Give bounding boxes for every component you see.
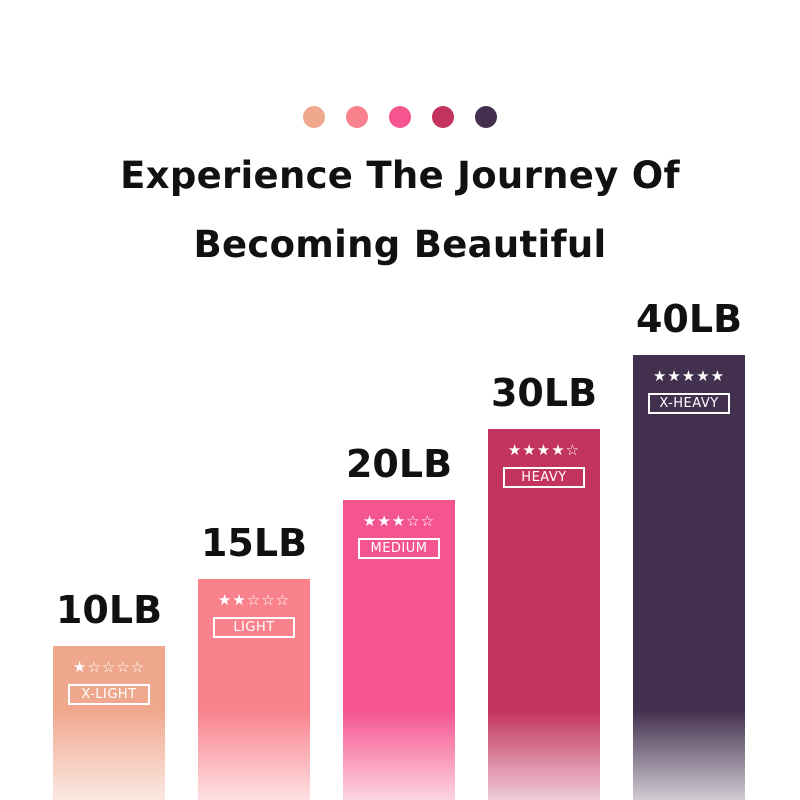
weight-label: 10LB [55, 588, 163, 632]
level-badge: LIGHT [213, 617, 295, 638]
star-rating: ★★★★☆ [507, 441, 581, 459]
weight-label: 15LB [200, 521, 308, 565]
weight-label: 40LB [635, 297, 743, 341]
level-bar: ★★☆☆☆ LIGHT [198, 579, 310, 800]
star-rating: ★★☆☆☆ [217, 591, 291, 609]
color-dot [475, 106, 497, 128]
weight-label: 20LB [345, 442, 453, 486]
level-badge: X-LIGHT [68, 684, 150, 705]
level-badge: X-HEAVY [648, 393, 730, 414]
level-bar: ★★★★☆ HEAVY [488, 429, 600, 800]
color-dot [303, 106, 325, 128]
color-dot [432, 106, 454, 128]
color-dot [346, 106, 368, 128]
color-dots [0, 106, 800, 128]
level-badge: MEDIUM [358, 538, 440, 559]
level-bar: ★★★★★ X-HEAVY [633, 355, 745, 800]
level-bar: ★☆☆☆☆ X-LIGHT [53, 646, 165, 800]
level-bar: ★★★☆☆ MEDIUM [343, 500, 455, 800]
color-dot [389, 106, 411, 128]
level-badge: HEAVY [503, 467, 585, 488]
title-line-2: Becoming Beautiful [193, 223, 607, 266]
weight-label: 30LB [490, 371, 598, 415]
title-line-1: Experience The Journey Of [120, 154, 680, 197]
star-rating: ★☆☆☆☆ [72, 658, 146, 676]
star-rating: ★★★☆☆ [362, 512, 436, 530]
star-rating: ★★★★★ [652, 367, 726, 385]
